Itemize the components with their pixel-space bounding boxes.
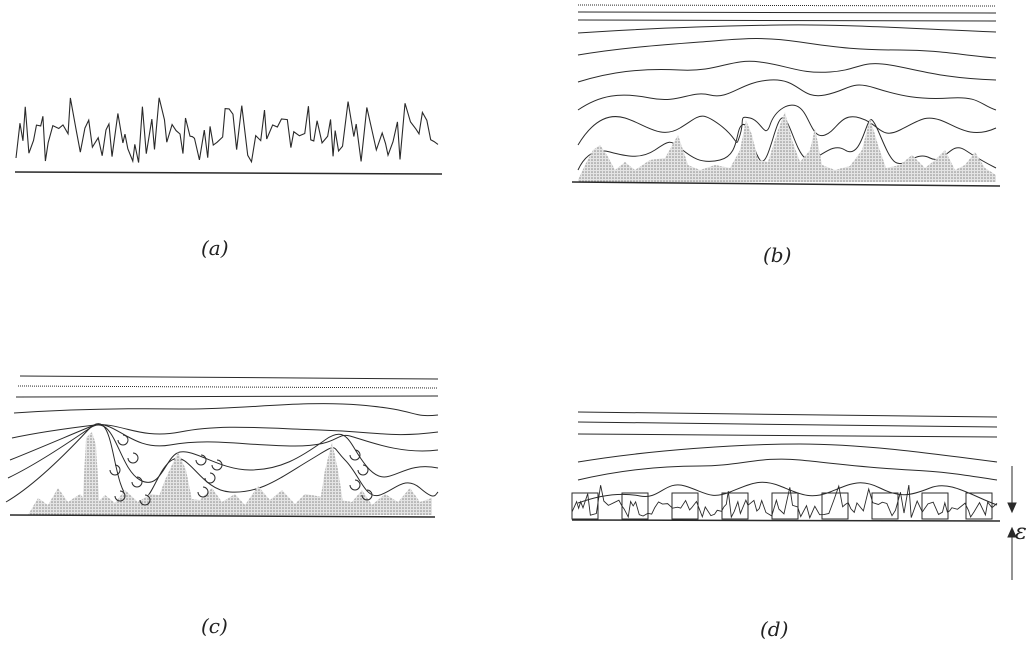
panel-c-wall-roughness xyxy=(28,486,432,515)
panel-d-streamline xyxy=(577,458,998,481)
panel-c-ejected-vortex-plume xyxy=(318,442,345,515)
panel-a-diagram xyxy=(14,97,443,175)
roughness-element xyxy=(721,492,749,520)
panel-b-streamline xyxy=(577,104,997,146)
roughness-height-symbol: ε xyxy=(1015,520,1027,545)
roughness-element xyxy=(671,492,699,520)
panel-d-diagram xyxy=(571,411,1017,580)
panel-d-wall xyxy=(571,519,1001,522)
panel-d-roughness-blocks xyxy=(571,492,993,520)
panel-c-wall xyxy=(9,514,436,518)
panel-b-streamline xyxy=(577,38,997,59)
panel-c-streamline xyxy=(13,403,439,417)
panel-b-streamline xyxy=(577,24,997,34)
panel-b-diagram xyxy=(571,4,1001,187)
panel-b-streamline xyxy=(577,4,997,7)
panel-c-streamline xyxy=(17,385,439,389)
roughness-element xyxy=(821,492,849,520)
panel-c-label: (c) xyxy=(201,614,228,638)
panel-d-streamline xyxy=(577,433,998,438)
roughness-height-arrows xyxy=(1007,466,1017,580)
panel-b-streamline xyxy=(577,11,997,14)
panel-b-wall xyxy=(571,181,1001,187)
panel-d-label: (d) xyxy=(760,617,789,641)
panel-c-diagram xyxy=(5,375,439,518)
roughness-element xyxy=(771,492,799,520)
panel-d-streamline xyxy=(577,421,998,428)
panel-b-streamline xyxy=(577,79,997,111)
panel-b-streamline xyxy=(577,117,997,171)
panel-c-streamline xyxy=(7,424,439,483)
panel-c-ejected-vortex-plume xyxy=(82,432,100,515)
panel-b-label: (b) xyxy=(763,243,792,267)
panel-d-streamline xyxy=(577,443,998,463)
roughness-element xyxy=(921,492,949,520)
panel-d-streamline xyxy=(577,481,998,506)
panel-b-vortex-blob xyxy=(578,112,996,182)
panel-c-vortex-arcs xyxy=(109,434,373,506)
panel-c-streamline xyxy=(11,424,439,439)
panel-c-streamline xyxy=(19,375,439,380)
roughness-element xyxy=(871,492,899,520)
panel-a-label: (a) xyxy=(201,236,229,260)
panel-c-streamline xyxy=(9,424,439,461)
panel-a-wall xyxy=(14,171,443,175)
panel-d-streamline xyxy=(577,411,998,418)
panel-c-streamline xyxy=(5,423,439,504)
panel-d-roughness-profile xyxy=(571,484,998,520)
roughness-element xyxy=(571,492,599,520)
panel-b-streamline xyxy=(577,60,997,83)
panel-a-roughness-profile xyxy=(15,97,439,164)
panel-c-streamline xyxy=(15,395,439,398)
panel-b-streamline xyxy=(577,19,997,22)
